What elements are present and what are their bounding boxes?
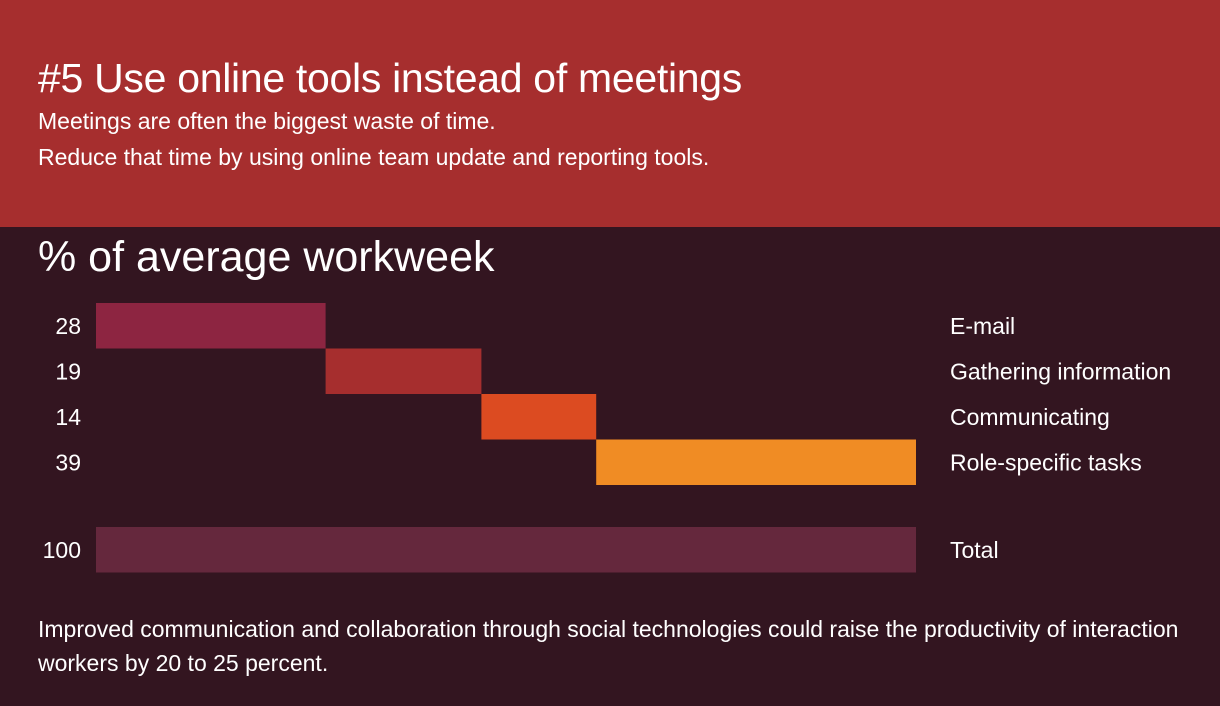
bar-0	[96, 303, 326, 349]
value-label-3: 39	[55, 449, 81, 475]
value-label-1: 19	[55, 358, 81, 384]
bar-3	[596, 439, 916, 485]
total-category-label: Total	[950, 537, 999, 563]
category-label-1: Gathering information	[950, 358, 1171, 384]
header-banner: #5 Use online tools instead of meetings …	[0, 0, 1220, 227]
page-title: #5 Use online tools instead of meetings	[38, 55, 742, 101]
footnote: Improved communication and collaboration…	[38, 616, 1179, 676]
subtitle-line-1: Meetings are often the biggest waste of …	[38, 108, 496, 134]
value-label-0: 28	[55, 313, 81, 339]
category-label-0: E-mail	[950, 313, 1015, 339]
bar-2	[481, 394, 597, 440]
bar-1	[325, 348, 482, 394]
workweek-chart: 28 E-mail 19 Gathering information 14 Communi…	[43, 303, 1171, 573]
total-value-label: 100	[43, 537, 81, 563]
chart-heading: % of average workweek	[38, 233, 495, 281]
subtitle-line-2: Reduce that time by using online team up…	[38, 144, 710, 170]
category-label-3: Role-specific tasks	[950, 449, 1142, 475]
total-bar	[96, 527, 916, 573]
value-label-2: 14	[55, 404, 81, 430]
category-label-2: Communicating	[950, 404, 1110, 430]
